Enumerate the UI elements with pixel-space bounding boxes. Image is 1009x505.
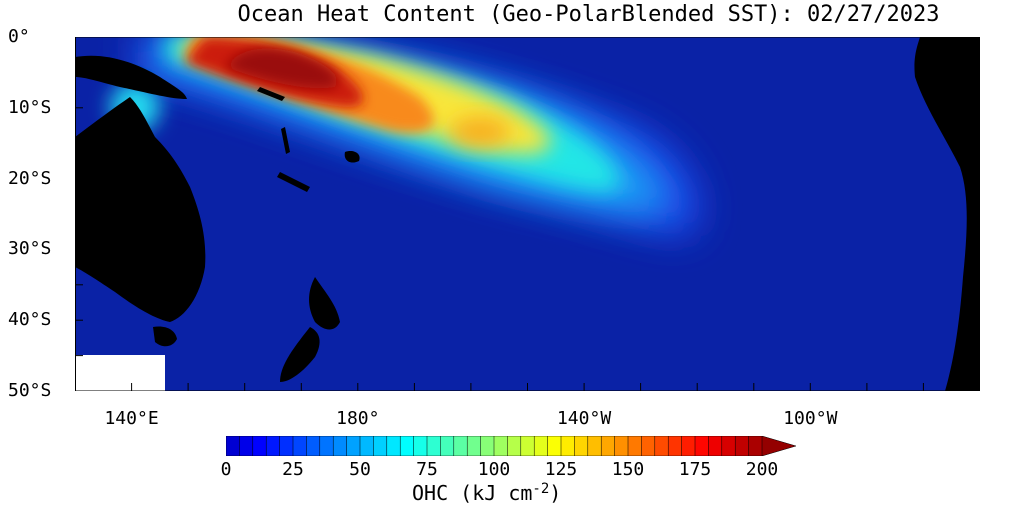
- x-tick-label: 180°: [336, 408, 380, 429]
- unit-text: OHC (kJ cm: [412, 481, 533, 505]
- colorbar-cell: [306, 436, 321, 456]
- colorbar-tick-label: 175: [678, 459, 712, 480]
- land-new-caledonia: [277, 172, 310, 192]
- colorbar-cell: [453, 436, 468, 456]
- colorbar-cell: [265, 436, 281, 456]
- colorbar-cell: [373, 436, 388, 456]
- y-tick-label: 30°S: [8, 238, 52, 260]
- colorbar-cell: [493, 436, 508, 456]
- colorbar-cell: [708, 436, 723, 456]
- colorbar-cell: [614, 436, 629, 456]
- colorbar-cell: [721, 436, 736, 456]
- map-title-text: Ocean Heat Content (Geo-PolarBlended SST…: [237, 2, 940, 27]
- colorbar-tick-label: 200: [745, 459, 779, 480]
- colorbar-cell: [694, 436, 709, 456]
- colorbar-tick-label: 50: [349, 459, 371, 480]
- colorbar-cell: [466, 436, 482, 456]
- colorbar-cell: [547, 436, 562, 456]
- colorbar-tick-label: 100: [477, 459, 511, 480]
- land-nz-north: [309, 277, 340, 330]
- colorbar-tick-label: 75: [416, 459, 438, 480]
- colorbar-cell: [520, 436, 535, 456]
- y-tick-label: 20°S: [8, 167, 52, 189]
- land-south-america: [914, 37, 980, 391]
- ohc-map-svg: [75, 37, 980, 391]
- land-fiji: [344, 151, 360, 163]
- colorbar-cell: [734, 436, 750, 456]
- colorbar-cell: [279, 436, 294, 456]
- y-tick-label: 0°: [8, 26, 30, 47]
- colorbar-cell: [533, 436, 549, 456]
- heat-band-darkred: [225, 48, 338, 89]
- colorbar-cell: [399, 436, 415, 456]
- colorbar-cell: [239, 436, 254, 456]
- colorbar-cell: [292, 436, 307, 456]
- colorbar-cell: [587, 436, 602, 456]
- y-tick-label: 40°S: [8, 309, 52, 331]
- colorbar-cell: [480, 436, 495, 456]
- y-tick-label: 50°S: [8, 380, 52, 401]
- ohc-map: [75, 37, 980, 391]
- y-tick-label: 10°S: [8, 96, 52, 118]
- colorbar-cell: [426, 436, 441, 456]
- colorbar-cell: [413, 436, 428, 456]
- axis-ticks: [75, 37, 980, 391]
- land-australia: [75, 97, 206, 322]
- unit-close: ): [549, 481, 562, 505]
- colorbar-cell: [386, 436, 401, 456]
- land-solomon: [257, 87, 285, 101]
- colorbar-cell: [440, 436, 455, 456]
- colorbar-cell: [654, 436, 669, 456]
- colorbar-cell: [332, 436, 348, 456]
- colorbar-unit-label: OHC (kJ cm-2): [412, 479, 561, 503]
- colorbar-cell: [359, 436, 374, 456]
- colorbar-tick-label: 125: [544, 459, 578, 480]
- colorbar-cell: [667, 436, 683, 456]
- heat-field: [110, 37, 701, 237]
- colorbar-extend-arrow: [761, 436, 796, 456]
- colorbar-cell: [748, 436, 763, 456]
- colorbar-cell: [226, 436, 240, 456]
- x-tick-label: 140°W: [556, 408, 612, 429]
- x-tick-label: 100°W: [783, 408, 838, 429]
- colorbar-cell: [681, 436, 696, 456]
- colorbar-cell: [627, 436, 642, 456]
- land-nz-south: [280, 327, 320, 382]
- x-tick-label: 140°E: [104, 408, 159, 429]
- colorbar-cell: [319, 436, 334, 456]
- land: [75, 37, 980, 391]
- colorbar-cell: [507, 436, 522, 456]
- colorbar-cell: [600, 436, 616, 456]
- map-title: Ocean Heat Content (Geo-PolarBlended SST…: [0, 2, 1009, 27]
- colorbar-cell: [346, 436, 361, 456]
- colorbar-cell: [252, 436, 267, 456]
- colorbar-cell: [574, 436, 589, 456]
- no-data-region: [75, 355, 165, 391]
- colorbar-cell: [560, 436, 575, 456]
- land-vanuatu: [281, 127, 290, 154]
- unit-exponent: -2: [532, 481, 550, 497]
- colorbar-tick-label: 0: [220, 459, 232, 480]
- colorbar: [226, 436, 796, 456]
- colorbar-cell: [641, 436, 656, 456]
- land-new-guinea: [75, 55, 187, 99]
- land-tasmania: [153, 326, 177, 347]
- colorbar-tick-label: 150: [611, 459, 645, 480]
- colorbar-cells: [226, 436, 796, 456]
- heat-warm-patch: [450, 117, 510, 147]
- colorbar-tick-label: 25: [282, 459, 304, 480]
